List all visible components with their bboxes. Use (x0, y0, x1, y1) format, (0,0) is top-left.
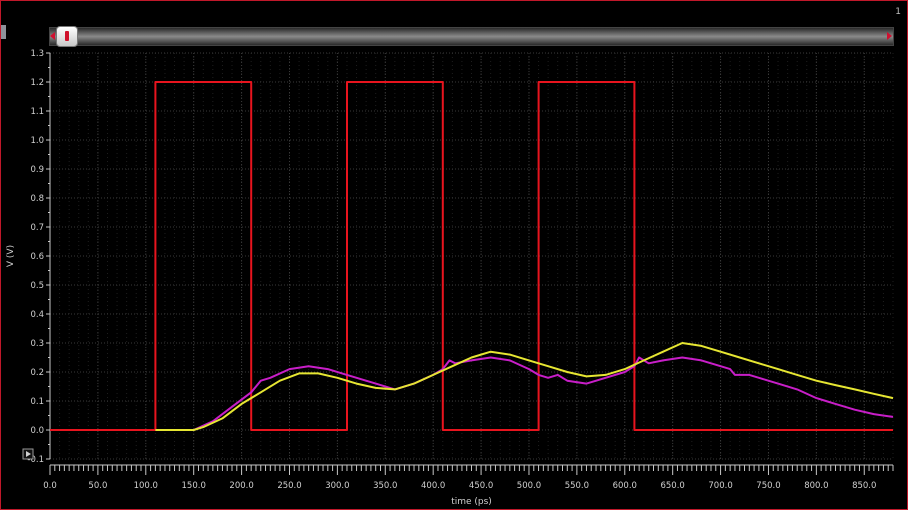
x-tick-label: 300.0 (325, 481, 349, 491)
x-tick-label: 150.0 (182, 481, 206, 491)
y-tick-label: 0.4 (30, 310, 44, 320)
x-tick-label: 450.0 (469, 481, 493, 491)
x-axis-title: time (ps) (451, 497, 492, 507)
y-tick-label: 0.8 (30, 194, 44, 204)
x-tick-label: 200.0 (229, 481, 253, 491)
y-tick-label: 0.0 (30, 426, 44, 436)
y-tick-label: 0.5 (30, 281, 44, 291)
scroll-left-arrow-icon[interactable] (50, 32, 55, 40)
series (50, 81, 894, 431)
y-tick-label: 1.1 (30, 107, 44, 117)
thumb-grip-icon (65, 31, 69, 41)
x-tick-label: 250.0 (277, 481, 301, 491)
subwindow-number: 1 (895, 7, 901, 17)
horizontal-scrollbar[interactable] (49, 26, 894, 47)
y-tick-label: 0.6 (30, 252, 44, 262)
x-tick-label: 0.0 (43, 481, 57, 491)
y-tick-label: -0.1 (27, 455, 44, 465)
y-tick-label: 0.9 (30, 165, 44, 175)
x-tick-label: 550.0 (565, 481, 589, 491)
series-line-3 (155, 342, 894, 431)
x-tick-label: 750.0 (756, 481, 780, 491)
x-tick-label: 350.0 (373, 481, 397, 491)
grid (49, 52, 894, 460)
y-tick-label: 0.1 (30, 397, 44, 407)
series-line-1 (50, 81, 893, 431)
scroll-right-arrow-icon[interactable] (887, 32, 892, 40)
scrollbar-thumb[interactable] (56, 26, 78, 47)
series-line-2 (155, 356, 894, 431)
x-tick-label: 500.0 (517, 481, 541, 491)
x-tick-label: 50.0 (88, 481, 107, 491)
x-tick-label: 100.0 (134, 481, 158, 491)
y-tick-label: 0.2 (30, 368, 44, 378)
y-axis-title: V (V) (6, 245, 16, 267)
x-tick-label: 650.0 (660, 481, 684, 491)
y-tick-label: 0.3 (30, 339, 44, 349)
x-tick-label: 850.0 (852, 481, 876, 491)
y-tick-label: 1.2 (30, 78, 44, 88)
x-tick-label: 400.0 (421, 481, 445, 491)
x-tick-label: 800.0 (804, 481, 828, 491)
side-panel-tab[interactable] (1, 25, 6, 39)
axes: -0.1 0.0 0.1 0.2 0.3 0.4 0.5 0.6 0.7 0.8 0.9 1.0 1.1… (27, 49, 894, 491)
y-tick-label: 1.0 (30, 136, 44, 146)
expand-arrow-icon[interactable] (22, 448, 34, 460)
x-tick-label: 700.0 (708, 481, 732, 491)
y-tick-label: 0.7 (30, 223, 44, 233)
x-tick-label: 600.0 (613, 481, 637, 491)
y-tick-label: 1.3 (30, 49, 44, 59)
